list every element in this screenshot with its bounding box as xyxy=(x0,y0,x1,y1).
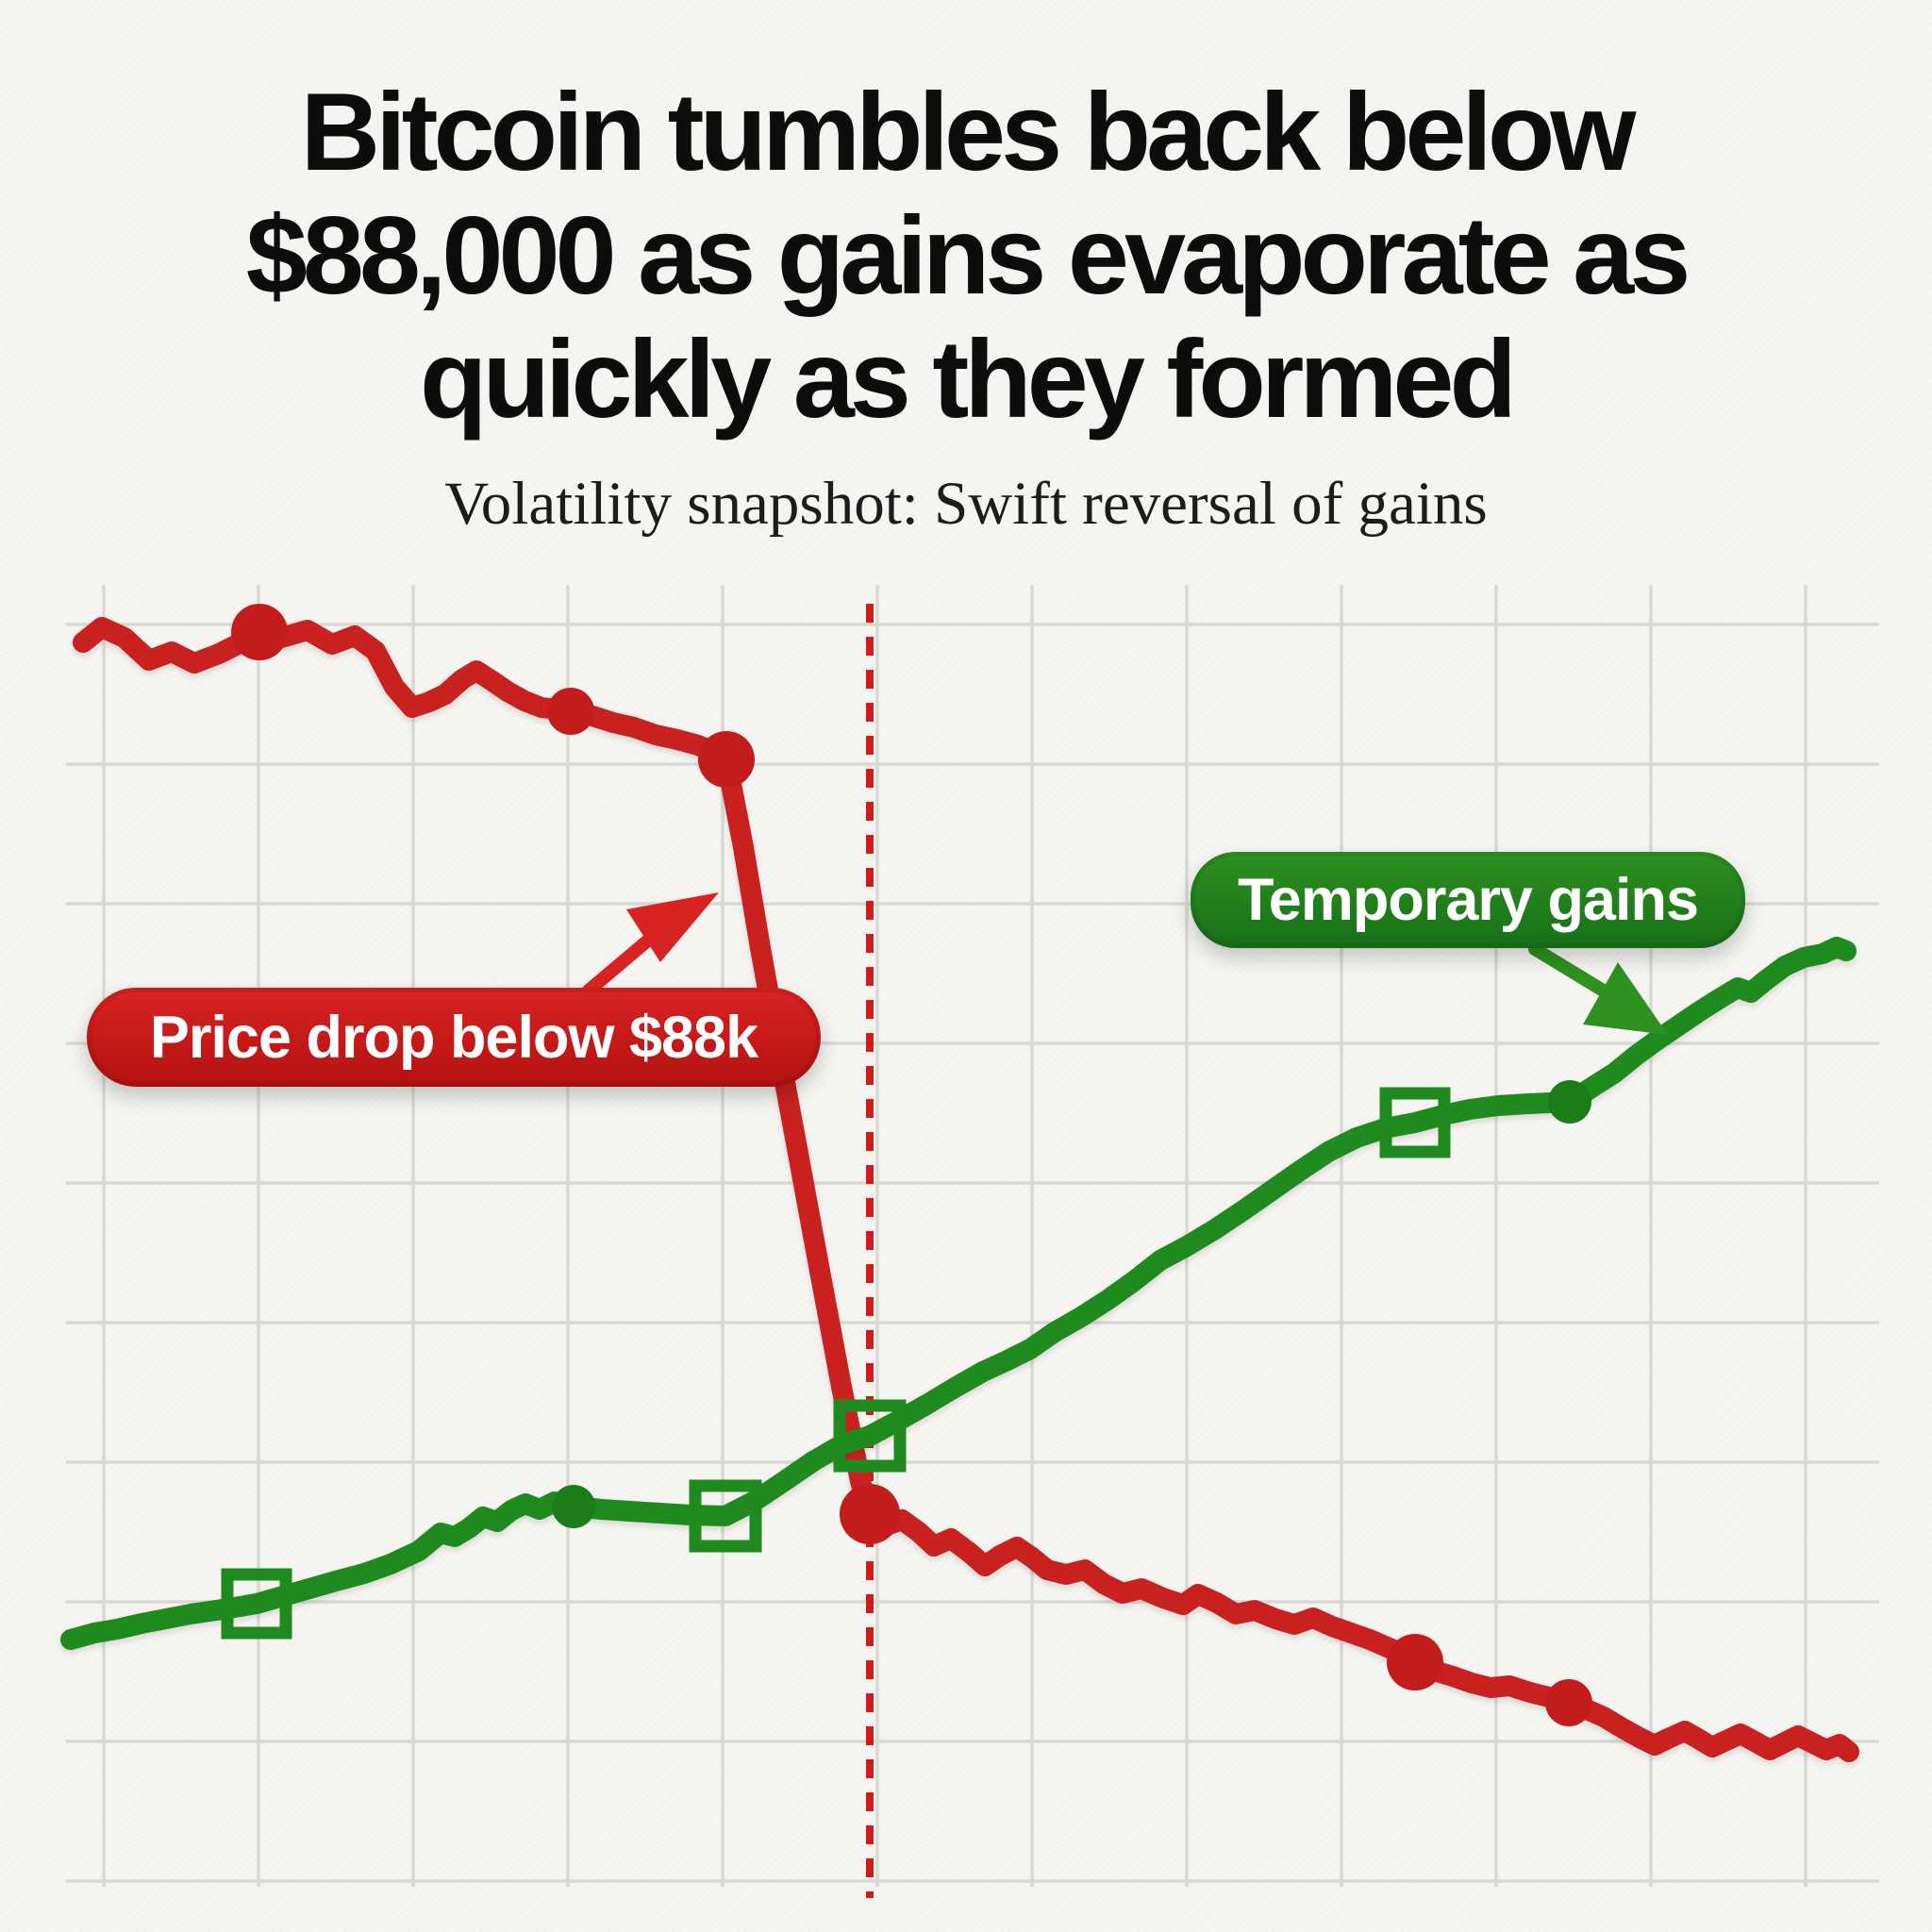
temporary-gains-trend-square-marker xyxy=(833,1399,907,1473)
header: Bitcoin tumbles back below $88,000 as gai… xyxy=(0,70,1932,540)
bitcoin-price-dot-marker xyxy=(231,604,288,660)
price-drop-arrow-head xyxy=(626,892,719,962)
annotation-badge-price-drop: Price drop below $88k xyxy=(87,988,821,1087)
bitcoin-price-line xyxy=(73,617,1859,1762)
series-temporary-gains-trend xyxy=(60,937,1857,1650)
headline-line-2: $88,000 as gains evaporate as xyxy=(245,193,1691,318)
headline: Bitcoin tumbles back below $88,000 as gai… xyxy=(0,70,1932,441)
bitcoin-price-dot-marker xyxy=(698,731,755,788)
bitcoin-price-dot-marker xyxy=(1545,1679,1592,1726)
headline-line-1: Bitcoin tumbles back below xyxy=(300,70,1637,193)
annotation-arrow-temporary-gains xyxy=(1528,942,1668,1035)
temporary-gains-trend-square-marker xyxy=(221,1568,292,1640)
series-bitcoin-price xyxy=(73,604,1859,1762)
bitcoin-price-dot-marker xyxy=(1387,1634,1443,1690)
temporary-gains-trend-line xyxy=(60,937,1857,1650)
temporary-gains-trend-square-marker xyxy=(689,1479,762,1553)
bitcoin-price-dot-marker xyxy=(840,1484,900,1544)
subtitle: Volatility snapshot: Swift reversal of g… xyxy=(444,470,1488,539)
temporary-gains-trend-dot-marker xyxy=(552,1485,595,1528)
temporary-gains-trend-dot-marker xyxy=(1548,1080,1591,1124)
temporary-gains-trend-square-marker xyxy=(1379,1087,1451,1158)
grid-layer xyxy=(66,585,1879,1887)
temporary-gains-arrow-shaft xyxy=(1528,942,1616,1001)
headline-line-3: quickly as they formed xyxy=(420,317,1517,441)
temporary-gains-arrow-head xyxy=(1583,962,1668,1035)
annotation-badge-temporary-gains: Temporary gains xyxy=(1191,852,1745,948)
annotation-arrow-price-drop xyxy=(582,892,719,997)
bitcoin-price-dot-marker xyxy=(547,688,594,735)
